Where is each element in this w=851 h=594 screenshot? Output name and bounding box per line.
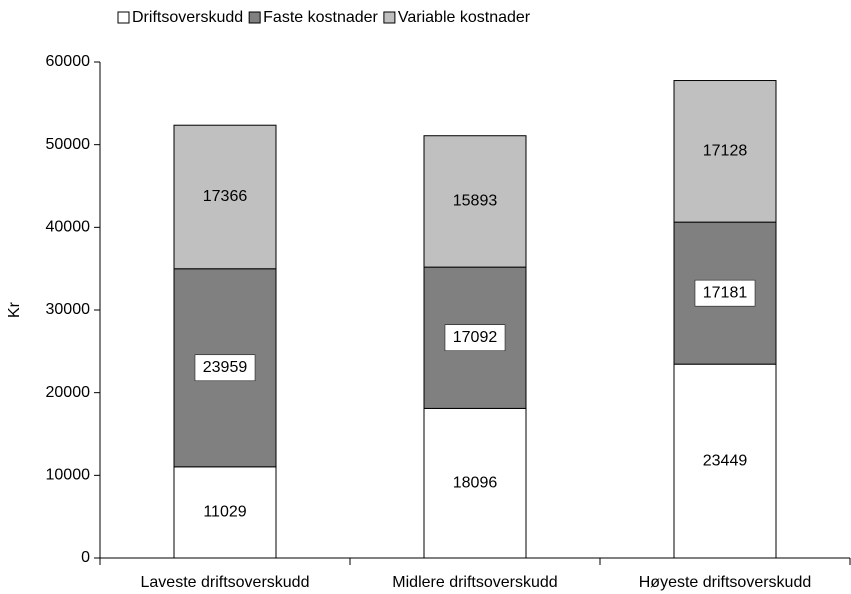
- y-tick-label: 40000: [46, 219, 91, 236]
- x-tick-label: Høyeste driftsoverskudd: [639, 574, 812, 591]
- legend-label: Variable kostnader: [398, 9, 531, 26]
- legend-swatch: [117, 11, 130, 24]
- data-label-box: [194, 354, 256, 382]
- x-tick-label: Midlere driftsoverskudd: [392, 574, 557, 591]
- data-label: 18096: [453, 474, 498, 491]
- y-tick-label: 0: [81, 549, 90, 566]
- y-tick-label: 20000: [46, 384, 91, 401]
- y-tick-label: 60000: [46, 53, 91, 70]
- data-label: 17181: [703, 284, 748, 301]
- bar-segment: [673, 363, 777, 559]
- data-label: 15893: [453, 193, 498, 210]
- y-tick-label: 30000: [46, 301, 91, 318]
- bar-segment: [423, 407, 527, 559]
- y-axis-label: Kr: [6, 301, 23, 318]
- legend-swatch: [383, 11, 396, 24]
- data-label: 17128: [703, 143, 748, 160]
- bar-segment: [173, 466, 277, 559]
- data-label: 23959: [203, 359, 248, 376]
- legend-swatch: [248, 11, 261, 24]
- y-tick-label: 50000: [46, 136, 91, 153]
- data-label-box: [444, 324, 506, 352]
- legend-label: Driftsoverskudd: [132, 9, 243, 26]
- x-tick-label: Laveste driftsoverskudd: [141, 574, 310, 591]
- legend-label: Faste kostnader: [263, 9, 378, 26]
- bar-segment: [673, 80, 777, 223]
- data-label-box: [694, 279, 756, 307]
- bar-segment: [173, 124, 277, 270]
- data-label: 11029: [203, 504, 246, 521]
- y-tick-label: 10000: [46, 467, 91, 484]
- data-label: 17092: [453, 329, 498, 346]
- bar-segment: [423, 135, 527, 268]
- data-label: 17366: [203, 188, 248, 205]
- data-label: 23449: [703, 452, 748, 469]
